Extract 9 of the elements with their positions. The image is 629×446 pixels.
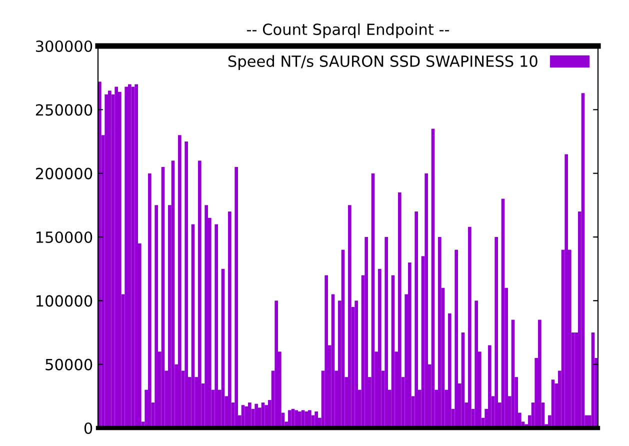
legend-label: Speed NT/s SAURON SSD SWAPINESS 10 [228, 55, 538, 70]
y-tick-label: 250000 [36, 104, 92, 116]
y-tick-label: 300000 [36, 40, 92, 52]
chart-title: -- Count Sparql Endpoint -- [246, 23, 450, 38]
y-tick-label: 50000 [46, 358, 92, 370]
y-tick-label: 0 [84, 422, 92, 434]
y-tick-label: 150000 [36, 231, 92, 244]
y-tick-label: 100000 [36, 295, 92, 307]
y-tick-label: 200000 [36, 168, 92, 180]
